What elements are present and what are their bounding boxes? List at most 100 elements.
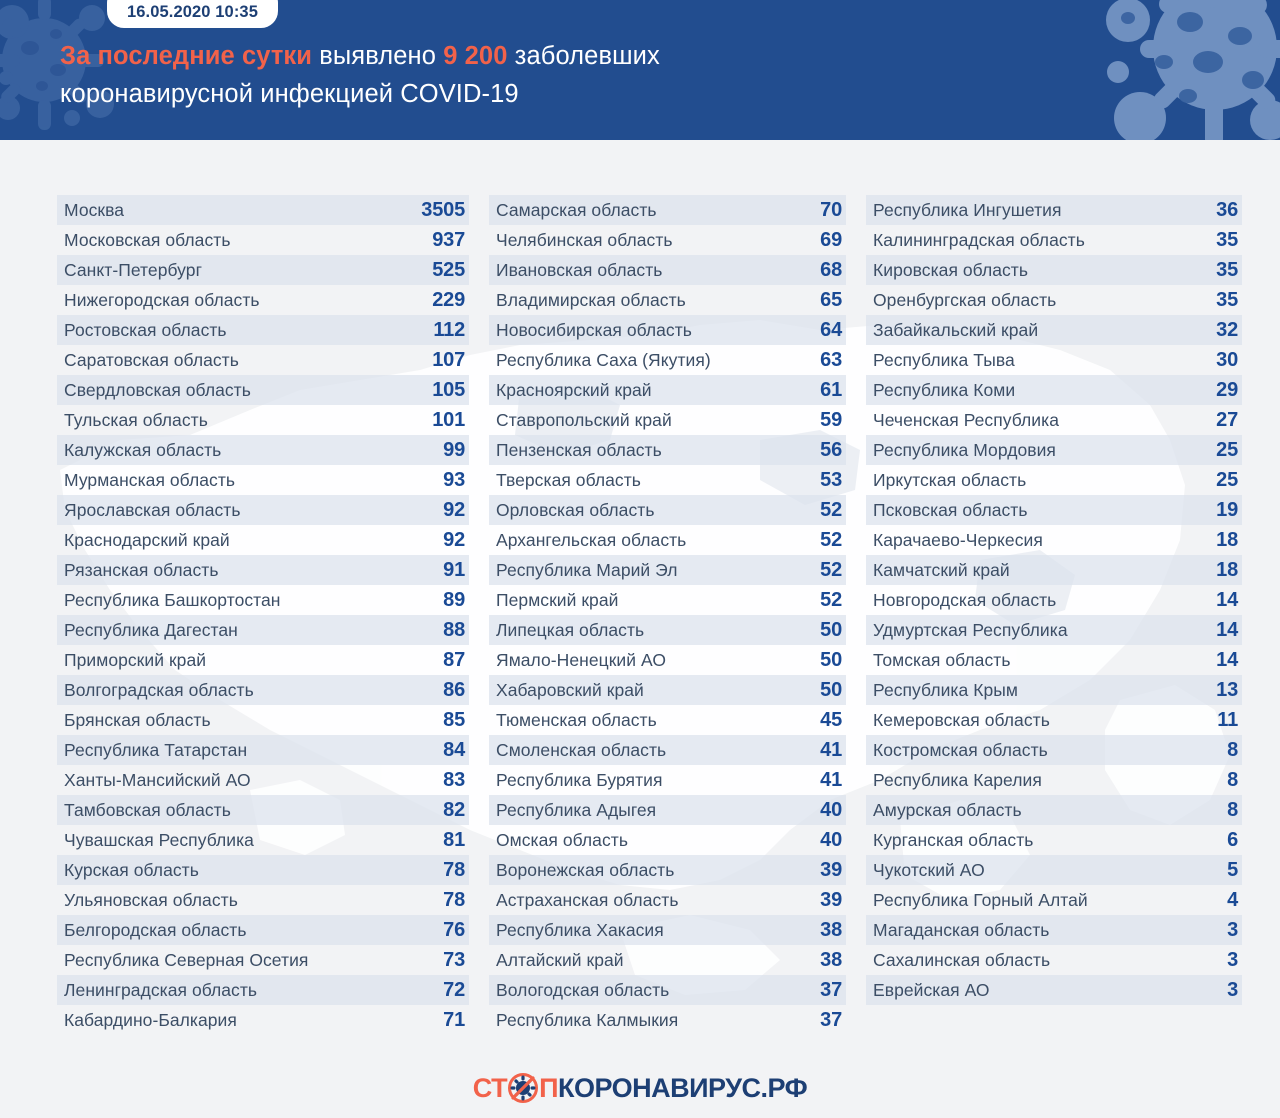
table-row: Ульяновская область 78 (57, 885, 469, 915)
region-value: 107 (432, 349, 465, 371)
region-name: Чувашская Республика (64, 830, 254, 850)
table-row: Ростовская область 112 (57, 315, 469, 345)
logo-text-ct: СТ (472, 1072, 508, 1103)
region-name: Санкт-Петербург (64, 260, 202, 280)
region-value: 52 (820, 589, 842, 611)
region-value: 14 (1216, 619, 1238, 641)
region-value: 76 (443, 919, 465, 941)
table-row: Чукотский АО 5 (866, 855, 1242, 885)
region-name: Оренбургская область (873, 290, 1057, 310)
table-row: Республика Хакасия 38 (489, 915, 846, 945)
table-row: Орловская область 52 (489, 495, 846, 525)
logo-text-koronavirus-rf: КОРОНАВИРУС.РФ (558, 1072, 808, 1103)
table-row: Республика Ингушетия 36 (866, 195, 1242, 225)
table-row: Республика Горный Алтай 4 (866, 885, 1242, 915)
region-name: Новгородская область (873, 590, 1057, 610)
region-name: Астраханская область (496, 890, 679, 910)
table-row: Сахалинская область 3 (866, 945, 1242, 975)
region-name: Ханты-Мансийский АО (64, 770, 251, 790)
region-name: Челябинская область (496, 230, 673, 250)
region-value: 39 (820, 889, 842, 911)
region-name: Ставропольский край (496, 410, 672, 430)
region-name: Нижегородская область (64, 290, 260, 310)
region-name: Сахалинская область (873, 950, 1051, 970)
table-row: Республика Мордовия 25 (866, 435, 1242, 465)
table-row: Астраханская область 39 (489, 885, 846, 915)
region-name: Псковская область (873, 500, 1028, 520)
region-value: 6 (1227, 829, 1238, 851)
region-name: Забайкальский край (873, 320, 1039, 340)
region-value: 38 (820, 949, 842, 971)
region-name: Республика Татарстан (64, 740, 248, 760)
table-row: Ямало-Ненецкий АО 50 (489, 645, 846, 675)
table-row: Амурская область 8 (866, 795, 1242, 825)
region-name: Смоленская область (496, 740, 667, 760)
table-row: Ставропольский край 59 (489, 405, 846, 435)
region-value: 50 (820, 649, 842, 671)
region-value: 3505 (421, 199, 465, 221)
region-value: 3 (1227, 949, 1238, 971)
region-name: Калининградская область (873, 230, 1085, 250)
region-value: 68 (820, 259, 842, 281)
table-row: Воронежская область 39 (489, 855, 846, 885)
region-value: 3 (1227, 919, 1238, 941)
table-row: Рязанская область 91 (57, 555, 469, 585)
table-row: Еврейская АО 3 (866, 975, 1242, 1005)
region-name: Республика Северная Осетия (64, 950, 309, 970)
region-name: Удмуртская Республика (873, 620, 1068, 640)
region-name: Липецкая область (496, 620, 645, 640)
table-row: Удмуртская Республика 14 (866, 615, 1242, 645)
region-name: Ямало-Ненецкий АО (496, 650, 666, 670)
region-value: 37 (820, 979, 842, 1001)
region-value: 5 (1227, 859, 1238, 881)
table-row: Тюменская область 45 (489, 705, 846, 735)
table-row: Тверская область 53 (489, 465, 846, 495)
regions-column-3: Республика Ингушетия 36 Калининградская об… (866, 195, 1242, 1035)
region-name: Ярославская область (64, 500, 241, 520)
region-name: Республика Горный Алтай (873, 890, 1088, 910)
region-value: 937 (432, 229, 465, 251)
table-row: Республика Саха (Якутия) 63 (489, 345, 846, 375)
region-value: 83 (443, 769, 465, 791)
region-name: Орловская область (496, 500, 655, 520)
table-row: Архангельская область 52 (489, 525, 846, 555)
region-value: 101 (432, 409, 465, 431)
region-name: Республика Тыва (873, 350, 1015, 370)
table-row: Забайкальский край 32 (866, 315, 1242, 345)
region-value: 72 (443, 979, 465, 1001)
regions-table-area: Москва 3505 Московская область 937 Санкт-Пет… (0, 140, 1280, 1058)
region-value: 8 (1227, 799, 1238, 821)
region-value: 92 (443, 499, 465, 521)
region-name: Приморский край (64, 650, 207, 670)
table-row: Карачаево-Черкесия 18 (866, 525, 1242, 555)
region-value: 40 (820, 829, 842, 851)
table-row: Краснодарский край 92 (57, 525, 469, 555)
region-name: Республика Калмыкия (496, 1010, 679, 1030)
region-value: 19 (1216, 499, 1238, 521)
table-row: Белгородская область 76 (57, 915, 469, 945)
table-row: Костромская область 8 (866, 735, 1242, 765)
region-name: Самарская область (496, 200, 657, 220)
region-name: Хабаровский край (496, 680, 644, 700)
region-value: 112 (433, 319, 465, 341)
table-row: Республика Карелия 8 (866, 765, 1242, 795)
region-value: 525 (432, 259, 465, 281)
region-name: Воронежская область (496, 860, 675, 880)
region-name: Ивановская область (496, 260, 663, 280)
region-name: Новосибирская область (496, 320, 692, 340)
table-row: Санкт-Петербург 525 (57, 255, 469, 285)
region-value: 41 (820, 769, 842, 791)
table-row: Кемеровская область 11 (866, 705, 1242, 735)
region-value: 52 (820, 499, 842, 521)
region-name: Тульская область (64, 410, 208, 430)
region-value: 13 (1216, 679, 1238, 701)
region-value: 36 (1216, 199, 1238, 221)
table-row: Томская область 14 (866, 645, 1242, 675)
table-row: Ленинградская область 72 (57, 975, 469, 1005)
stopkoronavirus-logo[interactable]: СТ П КОРОНАВИРУС.РФ (472, 1071, 808, 1105)
table-row: Республика Коми 29 (866, 375, 1242, 405)
region-name: Республика Хакасия (496, 920, 664, 940)
table-row: Республика Тыва 30 (866, 345, 1242, 375)
table-row: Курганская область 6 (866, 825, 1242, 855)
region-value: 30 (1216, 349, 1238, 371)
